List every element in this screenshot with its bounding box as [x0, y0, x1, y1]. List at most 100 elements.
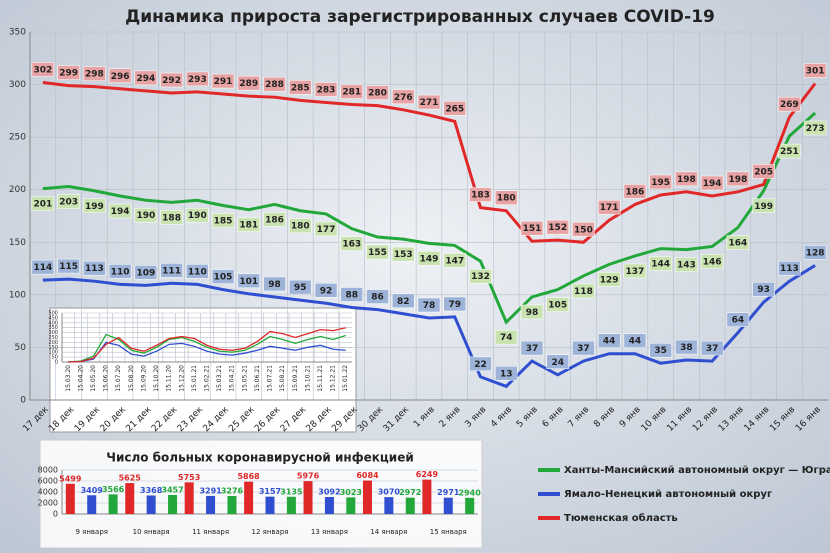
- data-label: 291: [214, 77, 233, 87]
- data-label-box: [160, 263, 183, 278]
- data-label: 44: [629, 337, 642, 347]
- y-tick-label: 100: [48, 350, 58, 356]
- data-label: 198: [677, 175, 696, 185]
- data-label: 3157: [259, 487, 281, 496]
- data-label: 3368: [140, 486, 163, 495]
- data-label: 171: [600, 203, 619, 213]
- data-label: 111: [162, 266, 181, 276]
- data-label-box: [546, 297, 569, 312]
- data-label: 35: [654, 346, 667, 356]
- data-label-box: [443, 101, 466, 116]
- x-tick-label: 9 января: [75, 528, 108, 536]
- data-label-box: [57, 65, 80, 80]
- data-label-box: [83, 198, 106, 214]
- series-line: [68, 341, 346, 363]
- x-tick-label: 15.08.20: [128, 365, 135, 392]
- data-label: 143: [677, 261, 696, 271]
- bar: [244, 481, 254, 514]
- data-label: 293: [188, 75, 207, 85]
- data-label-box: [623, 263, 647, 279]
- data-label: 296: [111, 72, 130, 82]
- data-label: 38: [680, 343, 693, 353]
- y-tick-label: 0: [53, 510, 58, 519]
- data-label: 285: [291, 83, 310, 93]
- data-label: 201: [33, 200, 52, 210]
- data-label-box: [186, 207, 209, 223]
- data-label: 188: [162, 213, 181, 223]
- data-label: 79: [448, 300, 461, 310]
- data-label-box: [752, 164, 775, 179]
- data-label: 24: [551, 358, 564, 368]
- chart-title: Динамика прироста зарегистрированных слу…: [125, 7, 715, 27]
- data-label-box: [83, 260, 106, 276]
- data-label-box: [289, 218, 312, 233]
- data-label-box: [572, 283, 595, 299]
- data-label: 88: [346, 290, 359, 300]
- inset-frame: [49, 307, 357, 433]
- bar: [405, 497, 415, 514]
- data-label: 294: [136, 74, 155, 84]
- data-label: 150: [574, 225, 593, 235]
- data-label: 78: [423, 301, 436, 311]
- data-label-box: [289, 279, 312, 295]
- y-tick-label: 150: [9, 238, 26, 248]
- data-label: 146: [703, 257, 722, 267]
- data-label: 128: [806, 248, 825, 258]
- x-tick-label: 15.07.21: [267, 365, 274, 392]
- data-label: 22: [474, 360, 487, 370]
- data-label-box: [649, 342, 672, 358]
- data-label: 110: [111, 267, 130, 277]
- data-label: 3291: [199, 486, 222, 495]
- data-label: 3457: [161, 485, 183, 494]
- y-tick-label: 300: [9, 80, 26, 90]
- data-label: 64: [732, 316, 745, 326]
- data-label: 98: [526, 308, 539, 318]
- data-label: 292: [162, 76, 181, 86]
- y-tick-label: 400: [48, 320, 58, 326]
- data-label-box: [263, 212, 286, 227]
- data-label-box: [675, 171, 698, 187]
- data-label-box: [803, 63, 827, 78]
- bar: [303, 481, 313, 514]
- data-label: 180: [291, 222, 310, 232]
- data-label: 113: [85, 264, 104, 274]
- y-tick-label: 50: [15, 343, 27, 353]
- y-tick-label: 2000: [38, 499, 58, 508]
- data-label-box: [803, 120, 827, 136]
- data-label-box: [803, 245, 827, 260]
- data-label: 101: [239, 277, 258, 287]
- data-label: 93: [757, 285, 770, 295]
- x-tick-label: 11 января: [192, 528, 229, 536]
- data-label-box: [392, 89, 415, 105]
- data-label: 199: [85, 202, 104, 212]
- data-label: 153: [394, 250, 413, 260]
- data-label: 137: [626, 267, 645, 277]
- x-tick-label: 15.05.20: [90, 365, 97, 392]
- data-label-box: [752, 281, 775, 297]
- data-label-box: [108, 68, 132, 84]
- data-label-box: [366, 289, 389, 304]
- bar: [146, 495, 156, 514]
- data-label-box: [597, 333, 621, 348]
- data-label: 298: [85, 70, 104, 80]
- data-label: 74: [500, 333, 513, 343]
- bar: [65, 483, 75, 514]
- bar: [443, 497, 453, 514]
- y-tick-label: 4000: [38, 488, 58, 497]
- data-label: 82: [397, 297, 410, 307]
- x-tick-label: 15.10.21: [304, 365, 311, 392]
- data-label-box: [494, 329, 518, 345]
- y-tick-label: 150: [48, 345, 58, 351]
- bar: [206, 495, 216, 514]
- data-label-box: [546, 354, 569, 370]
- data-label-box: [623, 333, 647, 348]
- data-label: 114: [33, 263, 52, 273]
- data-label: 3070: [378, 488, 401, 497]
- data-label-box: [572, 222, 595, 237]
- legend-label: Тюменская область: [564, 512, 678, 524]
- data-label-box: [597, 199, 621, 215]
- data-label: 37: [706, 344, 719, 354]
- data-label: 186: [626, 187, 645, 197]
- data-label: 5868: [237, 472, 260, 481]
- data-label-box: [546, 219, 569, 235]
